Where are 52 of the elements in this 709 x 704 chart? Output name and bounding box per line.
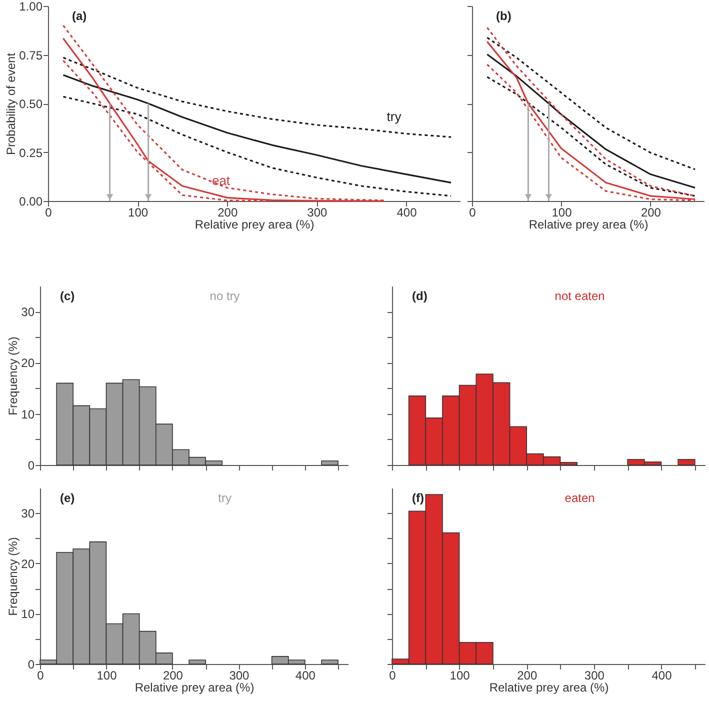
x-tick-label: 100 [96, 668, 118, 682]
x-axis-title: Relative prey area (%) [194, 218, 314, 232]
line-series [62, 56, 452, 138]
y-tick-label: 0 [28, 658, 35, 672]
x-tick-label: 100 [450, 668, 470, 682]
line-series [62, 96, 452, 197]
x-axis-title: Relative prey area (%) [134, 680, 254, 694]
chart-title: (a) [72, 9, 87, 23]
x-tick-label: 300 [229, 668, 250, 682]
y-tick-label: 20 [21, 556, 35, 571]
text: eaten [564, 491, 595, 505]
x-tick-label: 300 [307, 206, 328, 220]
text: try [218, 491, 232, 505]
y-tick-label: 0.00 [19, 194, 43, 208]
x-tick-label: 400 [396, 206, 418, 220]
y-tick-label: 10 [21, 407, 35, 422]
y-tick-label: 30 [21, 506, 35, 521]
x-tick-label: 200 [640, 206, 662, 220]
x-axis-title: Relative prey area (%) [528, 218, 648, 232]
text: no try [210, 289, 240, 303]
y-tick-label: 1.00 [19, 0, 43, 14]
y-axis-title: Probability of event [4, 52, 18, 156]
x-axis-title: Relative prey area (%) [489, 680, 609, 694]
x-tick-label: 0 [469, 206, 476, 220]
y-tick-label: 20 [21, 356, 35, 370]
x-tick-label: 0 [389, 668, 396, 682]
chart-title: (b) [496, 9, 512, 23]
x-tick-label: 400 [295, 668, 316, 682]
x-tick-label: 100 [552, 206, 572, 220]
series-label: eat [212, 173, 230, 188]
line-series [62, 74, 452, 184]
x-tick-label: 100 [128, 206, 148, 220]
x-tick-label: 200 [517, 668, 538, 682]
x-tick-label: 300 [584, 668, 605, 682]
y-tick-label: 30 [21, 305, 35, 320]
text: try [386, 109, 402, 124]
x-tick-label: 200 [218, 206, 238, 220]
y-tick-label: 0.75 [19, 48, 43, 62]
x-tick-label: 400 [652, 668, 672, 682]
y-tick-label: 0 [28, 458, 35, 472]
x-tick-label: 200 [162, 668, 184, 682]
text: not eaten [554, 289, 605, 303]
chart-title: (c) [60, 289, 75, 303]
y-tick-label: 10 [21, 607, 35, 622]
chart-title: (f) [412, 491, 424, 505]
y-tick-label: 0.25 [19, 146, 43, 160]
y-axis-title: Frequency (%) [6, 336, 20, 416]
y-axis-title: Frequency (%) [6, 537, 20, 616]
chart-title: (e) [60, 491, 75, 505]
x-tick-label: 0 [45, 206, 52, 220]
chart-title: (d) [412, 289, 428, 303]
y-tick-label: 0.50 [19, 97, 43, 111]
